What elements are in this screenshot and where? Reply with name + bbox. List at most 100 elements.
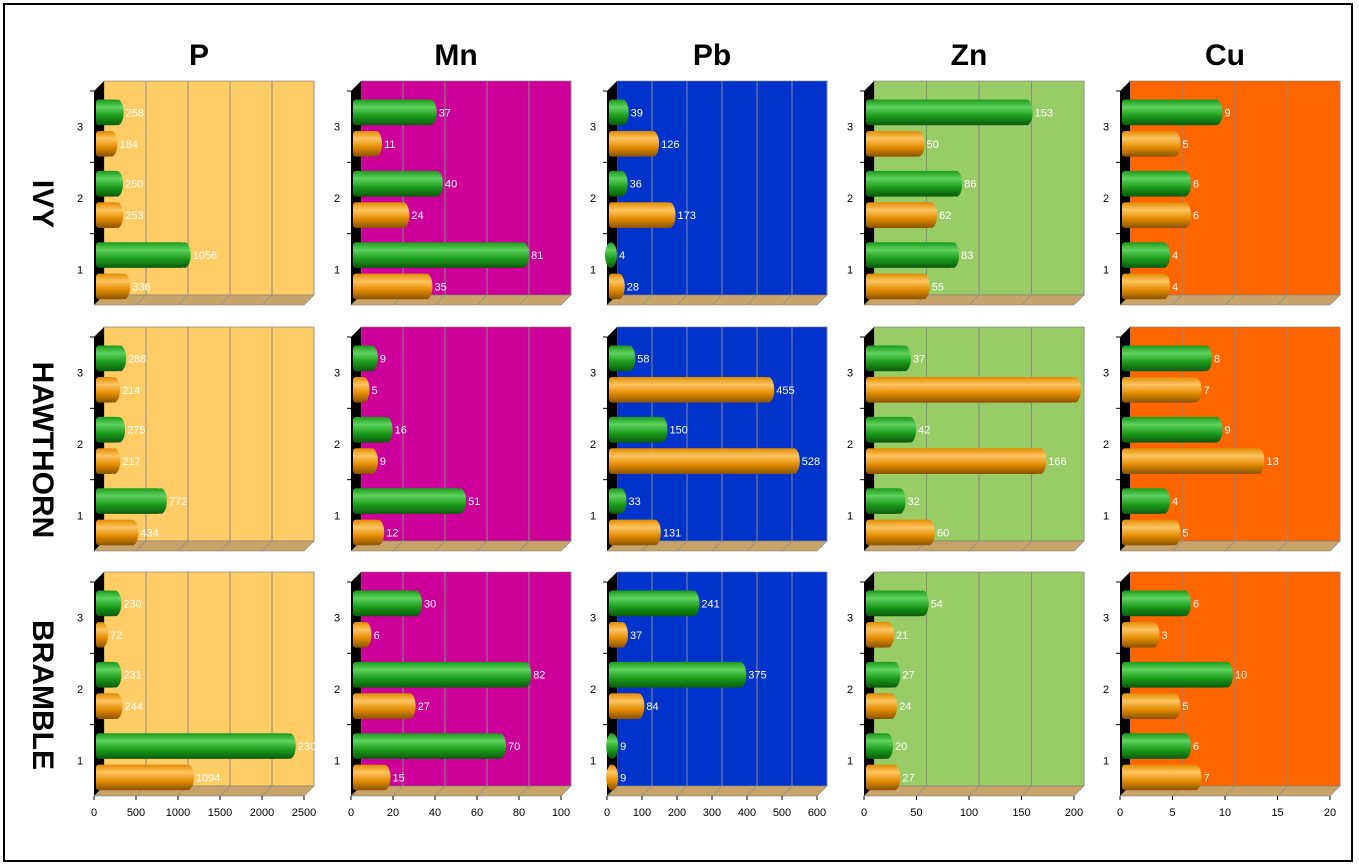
x-tick-label: 400 (738, 807, 756, 819)
bar-orange (353, 202, 404, 228)
data-label: 13 (1267, 456, 1279, 468)
data-label: 9 (1225, 107, 1231, 119)
gridline-floor (1172, 540, 1183, 552)
data-label: 39 (631, 107, 643, 119)
category-label: 1 (590, 755, 596, 767)
bar-orange-cap (105, 130, 118, 157)
gridline-floor (560, 294, 572, 306)
data-label: 5 (1183, 139, 1189, 151)
gridline-floor (392, 785, 404, 797)
gridline-floor (746, 294, 758, 306)
row-label-ivy: IVY (26, 180, 59, 228)
bar-green-cap (893, 488, 906, 514)
data-label: 6 (1193, 741, 1199, 753)
bar-orange-cap (882, 621, 895, 648)
bar-orange (609, 519, 655, 546)
gridline-floor (781, 540, 793, 552)
bar-orange-cap (378, 764, 391, 791)
category-label: 3 (334, 368, 340, 380)
category-label: 1 (1103, 510, 1109, 522)
category-label: 1 (334, 264, 340, 276)
data-label: 37 (913, 353, 925, 365)
category-label: 3 (847, 368, 853, 380)
x-tick-label: 600 (808, 807, 826, 819)
bar-orange-cap (1179, 202, 1191, 228)
category-label: 1 (1103, 264, 1109, 276)
x-tick-label: 200 (668, 807, 686, 819)
data-label: 24 (899, 701, 911, 713)
bar-green-cap (1200, 345, 1212, 372)
bar-green-cap (114, 345, 127, 372)
data-label: 375 (748, 670, 766, 682)
bar-orange-cap (647, 130, 660, 157)
data-label: 434 (140, 527, 158, 539)
category-label: 3 (590, 613, 596, 625)
bar-green (96, 170, 117, 197)
data-label: 253 (125, 210, 143, 222)
category-label: 1 (77, 755, 83, 767)
gridline-floor (968, 785, 980, 797)
gridline-floor (781, 294, 793, 306)
bar-green-cap (947, 242, 960, 268)
data-label: 20 (895, 741, 907, 753)
gridline-floor (1277, 294, 1288, 306)
bar-orange (866, 130, 919, 157)
bar-green (353, 170, 437, 197)
bar-green-cap (881, 733, 893, 759)
category-label: 3 (847, 122, 853, 134)
panel-p-bramble: 1 2307 1094 2 231 244 3 230 72 0 500 1000 1500 2000 25… (77, 571, 322, 819)
x-tick-label: 60 (471, 807, 483, 819)
data-label: 9 (1225, 425, 1231, 437)
gridline-floor (916, 785, 927, 797)
bar-green-cap (410, 590, 422, 617)
category-label: 3 (1103, 122, 1109, 134)
bar-green (1122, 242, 1164, 268)
data-label: 30 (424, 598, 436, 610)
gridline-floor (1073, 540, 1085, 552)
bar-green-cap (1179, 733, 1191, 759)
data-label: 21 (896, 630, 908, 642)
bar-orange (609, 202, 670, 228)
category-label: 3 (590, 368, 596, 380)
data-label: 173 (678, 210, 696, 222)
data-label: 51 (468, 496, 480, 508)
data-label: 36 (630, 179, 642, 191)
x-tick-label: 0 (1117, 807, 1123, 819)
gridline-floor (1329, 785, 1341, 797)
category-label: 1 (847, 755, 853, 767)
bar-orange-cap (118, 273, 131, 300)
x-tick-label: 0 (604, 807, 610, 819)
x-tick-label: 500 (127, 807, 145, 819)
bar-orange-cap (126, 519, 139, 546)
gridline-floor (261, 540, 273, 552)
bar-orange-cap (612, 273, 625, 300)
bar-orange (866, 273, 924, 300)
gridline-floor (641, 785, 653, 797)
category-label: 2 (334, 684, 340, 696)
data-label: 6 (1193, 598, 1199, 610)
category-label: 3 (334, 613, 340, 625)
gridline-floor (1021, 540, 1032, 552)
x-tick-label: 2000 (250, 807, 274, 819)
bar-green-cap (616, 99, 629, 126)
bar-green (96, 99, 118, 126)
gridline-floor (968, 540, 980, 552)
gridline-floor (219, 294, 231, 306)
data-label: 288 (128, 353, 146, 365)
category-label: 2 (847, 684, 853, 696)
data-label: 336 (132, 281, 150, 293)
x-tick-label: 1000 (166, 807, 190, 819)
gridline-floor (135, 540, 147, 552)
bar-green-cap (623, 345, 636, 372)
data-label: 81 (531, 250, 543, 262)
x-tick-label: 1500 (208, 807, 232, 819)
data-label: 70 (508, 741, 520, 753)
gridline-floor (711, 785, 723, 797)
bar-orange-cap (632, 693, 645, 719)
panel-pb-bramble: 1 9 9 2 375 84 3 241 37 0 100 200 300 400 500 600 (590, 571, 828, 819)
bar-orange (1122, 764, 1196, 791)
gridline-floor (303, 540, 315, 552)
row-label-hawthorn: HAWTHORN (26, 362, 59, 539)
data-label: 72 (110, 630, 122, 642)
gridline-floor (1021, 785, 1032, 797)
